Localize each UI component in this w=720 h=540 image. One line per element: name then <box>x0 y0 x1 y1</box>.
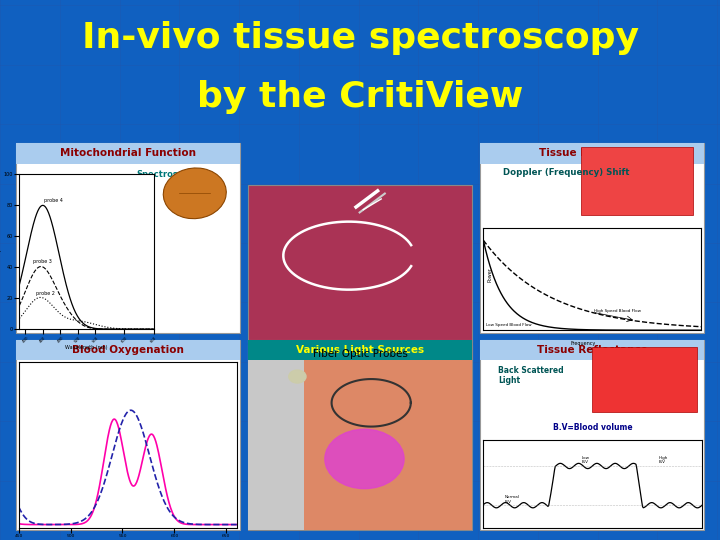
Bar <box>480 143 704 164</box>
Text: High
B.V: High B.V <box>658 456 667 464</box>
Text: Low
B.V: Low B.V <box>581 456 590 464</box>
Text: HbO2: HbO2 <box>165 446 189 455</box>
Bar <box>248 361 472 530</box>
Bar <box>16 143 240 164</box>
Text: Various Light Sources: Various Light Sources <box>296 345 424 355</box>
Text: B.V=Blood volume: B.V=Blood volume <box>552 422 632 431</box>
Circle shape <box>325 429 404 489</box>
X-axis label: Wavelength (nm): Wavelength (nm) <box>66 345 108 350</box>
Text: High Speed Blood Flow: High Speed Blood Flow <box>595 309 642 313</box>
Bar <box>248 340 472 530</box>
Text: Frequency: Frequency <box>570 341 595 346</box>
Circle shape <box>289 370 306 383</box>
Text: Blood Oxygenation: Blood Oxygenation <box>72 345 184 355</box>
Y-axis label: Relative Fluorescence
arbitrary units: Relative Fluorescence arbitrary units <box>0 230 2 274</box>
Bar <box>248 345 472 450</box>
Bar <box>593 347 698 411</box>
Bar <box>480 143 704 333</box>
Bar <box>480 340 704 530</box>
Bar <box>16 340 240 530</box>
Bar <box>248 361 304 530</box>
Ellipse shape <box>163 168 226 219</box>
Text: Tissue Blood Flow: Tissue Blood Flow <box>539 148 645 158</box>
Text: Doppler (Frequency) Shift: Doppler (Frequency) Shift <box>503 168 629 177</box>
Bar <box>16 143 240 333</box>
Text: In-vivo tissue spectroscopy: In-vivo tissue spectroscopy <box>81 21 639 55</box>
Text: Power: Power <box>487 267 492 281</box>
Text: by the CritiView: by the CritiView <box>197 80 523 114</box>
Text: Mitochondrial Function: Mitochondrial Function <box>60 148 196 158</box>
Bar <box>248 340 472 361</box>
Text: probe 2: probe 2 <box>36 291 55 296</box>
Text: Back Scattered
Light: Back Scattered Light <box>498 366 564 385</box>
Text: Low Speed Blood Flow: Low Speed Blood Flow <box>485 323 531 327</box>
Bar <box>16 340 240 361</box>
Text: Normal
B.V: Normal B.V <box>505 495 519 504</box>
Text: Spectroscopy: Spectroscopy <box>136 170 200 179</box>
Text: Spectroscopy: Spectroscopy <box>54 366 112 375</box>
Bar <box>581 147 693 215</box>
Bar <box>480 340 704 361</box>
Circle shape <box>150 430 204 471</box>
Text: Fiber Optic Probes: Fiber Optic Probes <box>312 349 408 359</box>
Text: probe 3: probe 3 <box>33 259 52 264</box>
Text: probe 4: probe 4 <box>44 198 63 203</box>
Bar <box>248 185 472 342</box>
Text: Tissue Reflectance: Tissue Reflectance <box>537 345 648 355</box>
